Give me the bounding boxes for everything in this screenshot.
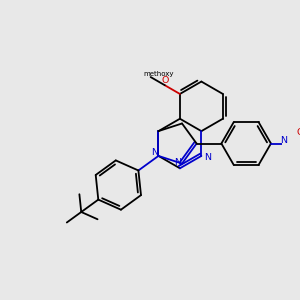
- Text: methoxy: methoxy: [144, 71, 174, 77]
- Text: O: O: [161, 76, 169, 85]
- Text: O: O: [297, 128, 300, 137]
- Text: N: N: [151, 148, 158, 157]
- Text: N: N: [280, 136, 287, 145]
- Text: N: N: [204, 153, 211, 162]
- Text: N: N: [174, 158, 181, 167]
